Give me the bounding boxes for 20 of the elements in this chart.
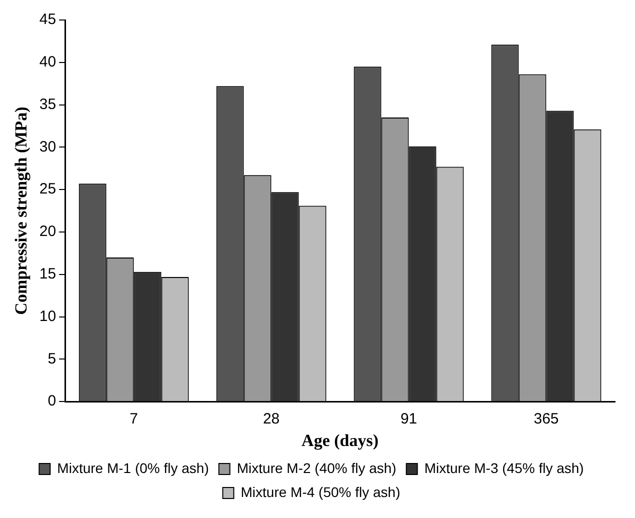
y-tick-label: 10 bbox=[39, 308, 56, 325]
y-axis-title: Compressive strength (MPa) bbox=[12, 106, 31, 315]
y-tick-label: 25 bbox=[39, 180, 56, 198]
legend-label: Mixture M-1 (0% fly ash) bbox=[57, 460, 209, 476]
y-tick-label: 15 bbox=[39, 266, 56, 283]
legend-label: Mixture M-4 (50% fly ash) bbox=[240, 484, 400, 500]
x-tick-label: 365 bbox=[534, 410, 559, 428]
x-tick-label: 7 bbox=[130, 410, 138, 428]
y-tick-label: 0 bbox=[48, 392, 56, 410]
y-tick-label: 45 bbox=[39, 11, 56, 28]
x-tick-label: 91 bbox=[400, 410, 418, 428]
legend-label: Mixture M-3 (45% fly ash) bbox=[424, 460, 584, 476]
x-tick-label: 28 bbox=[262, 410, 280, 428]
legend-label: Mixture M-2 (40% fly ash) bbox=[236, 460, 396, 476]
x-axis-title: Age (days) bbox=[302, 431, 379, 450]
y-tick-label: 30 bbox=[39, 138, 56, 156]
y-tick-label: 5 bbox=[48, 350, 56, 368]
y-tick-label: 20 bbox=[39, 223, 56, 240]
y-tick-label: 35 bbox=[39, 96, 56, 113]
y-tick-label: 40 bbox=[39, 54, 56, 71]
